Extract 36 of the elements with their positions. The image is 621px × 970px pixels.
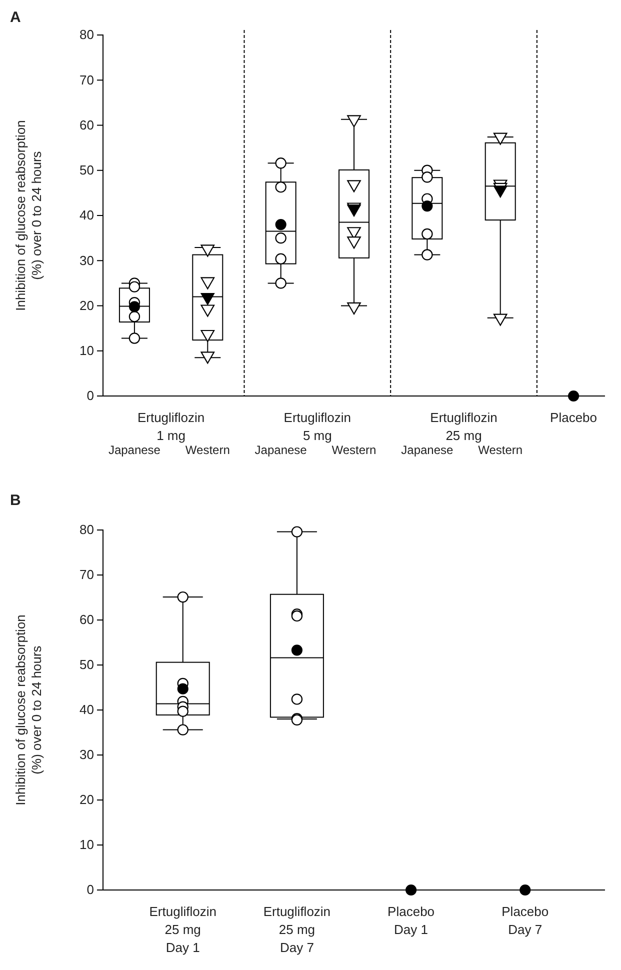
y-tick-label: 40: [80, 208, 94, 223]
text: Ertugliflozin 1 mg: [137, 410, 205, 443]
x-tick-label: Western: [185, 443, 230, 457]
y-tick-label: 50: [80, 657, 94, 672]
x-tick-label: Placebo Day 7: [502, 904, 549, 937]
y-tick-label: 10: [80, 343, 94, 358]
x-tick-label: Ertugliflozin 25 mg Day 1: [149, 904, 216, 955]
text: Ertugliflozin 5 mg: [284, 410, 352, 443]
y-tick-label: 20: [80, 792, 94, 808]
y-tick-label: 40: [80, 702, 94, 718]
text: Ertugliflozin 25 mg: [430, 410, 498, 443]
y-tick-label: 0: [86, 882, 94, 898]
y-tick-label: 70: [80, 567, 94, 582]
y-tick-label: 30: [80, 747, 94, 762]
y-axis-title: Inhibition of glucose reabsorption (%) over 0 to 24 hours: [13, 120, 44, 311]
y-tick-label: 20: [80, 298, 94, 313]
y-tick-label: 60: [80, 117, 94, 132]
x-tick-label: Western: [332, 443, 376, 457]
y-tick-label: 80: [80, 27, 94, 42]
chart-title: A: [10, 9, 21, 26]
x-tick-label: Placebo: [550, 410, 598, 425]
y-tick-label: 70: [80, 72, 94, 88]
y-tick-label: 80: [80, 522, 94, 538]
chart-title: B: [10, 492, 21, 509]
y-tick-label: 10: [80, 837, 94, 852]
x-tick-label: Japanese: [108, 443, 161, 457]
x-tick-label: Japanese: [401, 443, 454, 457]
x-tick-label: Placebo Day 1: [388, 904, 435, 937]
y-tick-label: 50: [80, 162, 94, 178]
x-tick-label: Ertugliflozin 25 mg Day 7: [263, 904, 331, 955]
y-tick-label: 60: [80, 612, 94, 628]
y-tick-label: 0: [86, 388, 94, 404]
x-tick-label: Japanese: [254, 443, 308, 457]
x-tick-label: Western: [478, 443, 523, 457]
y-tick-label: 30: [80, 252, 94, 268]
y-axis-title: Inhibition of glucose reabsorption (%) over 0 to 24 hours: [13, 614, 44, 806]
